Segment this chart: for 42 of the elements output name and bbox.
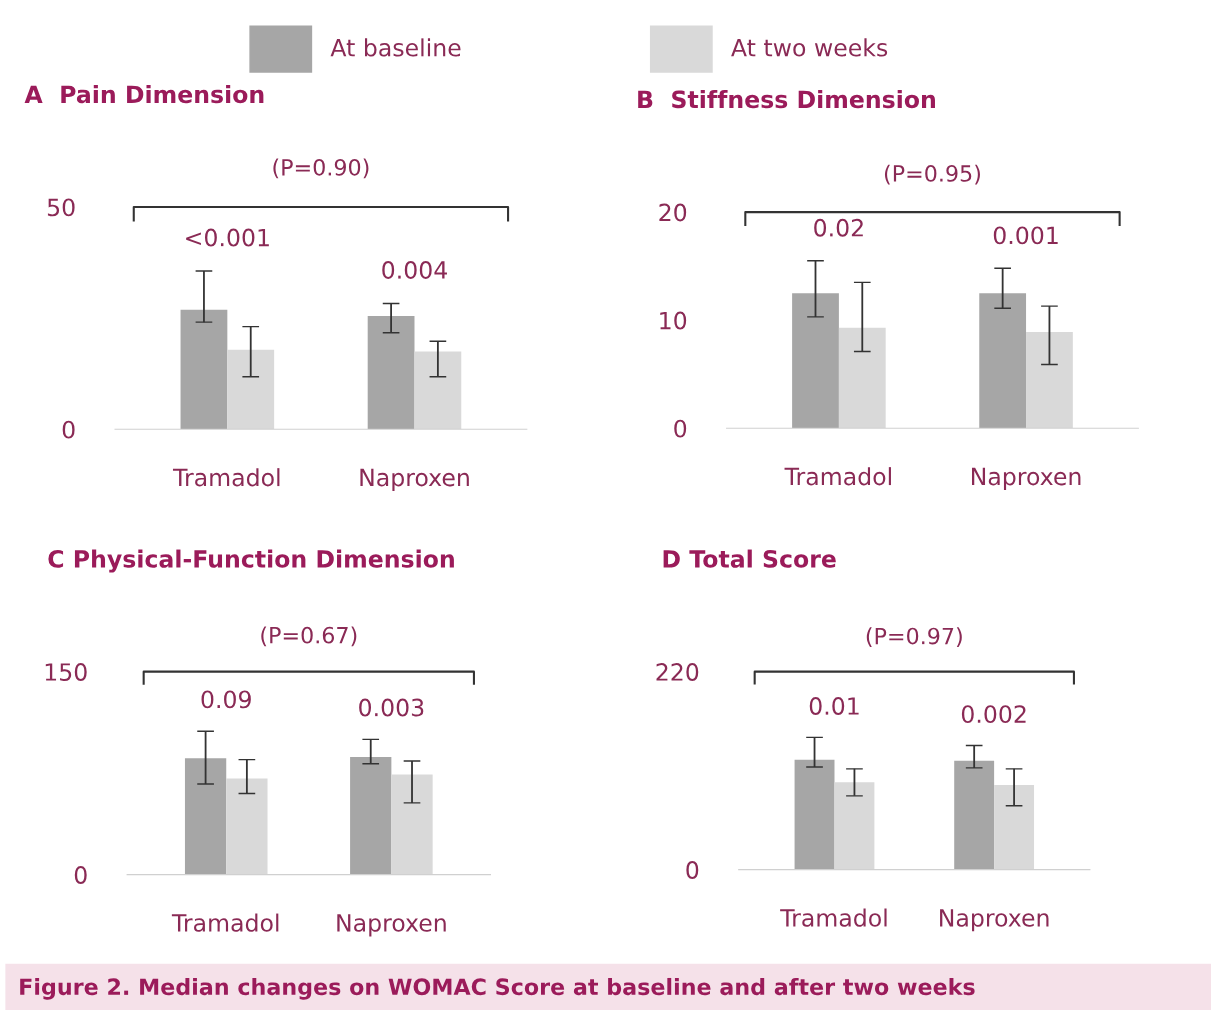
bar	[350, 756, 392, 875]
annotation: 0.001	[993, 226, 1058, 245]
x-tick-label: Naproxen	[337, 914, 446, 937]
chart-title: B Stiffness Dimension	[638, 89, 935, 109]
y-tick-label: 0	[674, 419, 687, 438]
legend-label: At baseline	[330, 38, 461, 57]
bar	[792, 293, 839, 429]
x-tick-label: Naproxen	[972, 467, 1081, 490]
annotation: <0.001	[186, 228, 269, 247]
caption: Figure 2. Median changes on WOMAC Score at baseline and after two weeks	[20, 977, 975, 1000]
annotation: 0.003	[359, 698, 424, 717]
x-tick-label: Tramadol	[171, 913, 279, 932]
y-tick-label: 10	[660, 311, 687, 330]
y-tick-label: 0	[74, 866, 87, 884]
annotation: 0.09	[201, 690, 251, 709]
x-tick-label: Tramadol	[780, 908, 887, 927]
bar	[180, 309, 228, 430]
x-tick-label: Tramadol	[172, 468, 280, 487]
chart-title: A Pain Dimension	[24, 84, 264, 104]
bar	[979, 293, 1027, 429]
chart-title: D Total Score	[663, 549, 836, 568]
annotation: 0.002	[961, 705, 1026, 724]
chart-title: C Physical-Function Dimension	[48, 549, 454, 573]
x-tick-label: Tramadol	[784, 467, 891, 486]
y-tick-label: 20	[659, 203, 687, 222]
bar	[184, 758, 227, 875]
y-tick-label: 0	[62, 420, 75, 439]
legend-label: At two weeks	[731, 38, 888, 57]
y-tick-label: 150	[45, 663, 87, 681]
annotation: 0.02	[814, 218, 863, 237]
text: (P=0.67)	[261, 626, 357, 647]
text: (P=0.97)	[866, 627, 962, 648]
text: (P=0.90)	[273, 158, 369, 179]
annotation: 0.01	[809, 697, 859, 715]
annotation: 0.004	[382, 261, 447, 279]
y-tick-label: 0	[686, 861, 699, 879]
y-tick-label: 220	[656, 663, 699, 681]
y-tick-label: 50	[47, 198, 75, 217]
bar	[367, 315, 415, 430]
text: (P=0.95)	[884, 164, 980, 185]
x-tick-label: Naproxen	[940, 909, 1049, 932]
x-tick-label: Naproxen	[360, 468, 469, 491]
